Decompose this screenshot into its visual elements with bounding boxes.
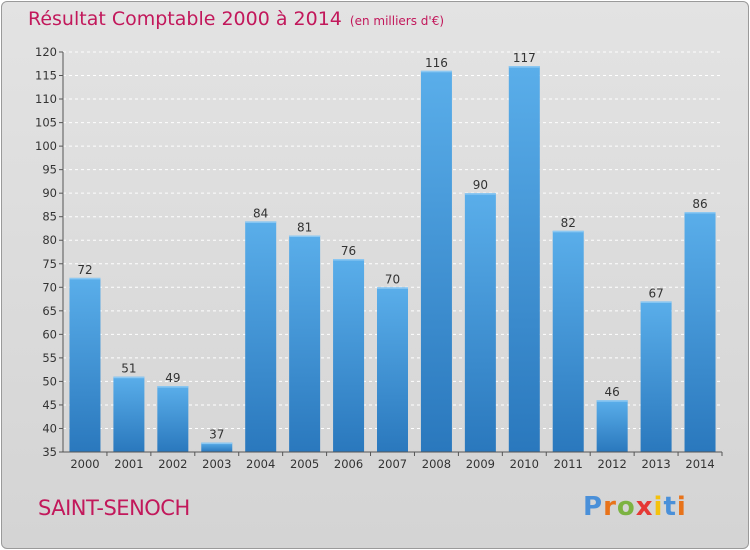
data-label: 82 (561, 216, 576, 230)
x-tick-label: 2013 (641, 457, 670, 471)
bar (113, 376, 145, 452)
data-label: 67 (648, 286, 663, 300)
y-tick-label: 105 (35, 116, 57, 130)
bar (508, 66, 540, 452)
logo-letter: P (583, 492, 604, 522)
logo-letter: t (663, 492, 677, 522)
bar-top-highlight (640, 301, 672, 303)
logo-letter: o (616, 492, 636, 522)
x-tick-label: 2007 (378, 457, 407, 471)
x-tick-label: 2009 (466, 457, 495, 471)
y-tick-label: 85 (42, 210, 57, 224)
proxiti-logo[interactable]: Proxiti (583, 492, 687, 522)
chart-unit-label: (en milliers d'€) (349, 14, 445, 28)
data-label: 116 (425, 56, 448, 70)
y-tick-label: 60 (42, 327, 57, 341)
bar (201, 442, 233, 452)
y-tick-label: 80 (42, 233, 57, 247)
y-tick-label: 45 (42, 398, 57, 412)
bar (333, 259, 365, 452)
y-tick-label: 40 (42, 421, 57, 435)
bar-top-highlight (333, 259, 365, 261)
data-label: 81 (297, 221, 312, 235)
y-tick-label: 65 (42, 304, 57, 318)
bar-top-highlight (113, 376, 145, 379)
y-tick-label: 90 (42, 186, 57, 200)
y-tick-label: 120 (35, 45, 57, 59)
bar (464, 193, 496, 453)
x-axis: 2000 2001 2002 2003 2004 2005 2006 2007 2008 2009… (63, 451, 723, 471)
x-tick-label: 2011 (554, 457, 583, 471)
x-tick-label: 2003 (202, 457, 231, 471)
bar-top-highlight (552, 230, 584, 233)
bar-top-highlight (464, 193, 496, 195)
bar-top-highlight (289, 235, 321, 238)
data-label: 86 (692, 197, 707, 211)
chart-title: Résultat Comptable 2000 à 2014 (en millie… (28, 8, 444, 30)
y-tick-label: 50 (42, 374, 57, 388)
x-tick-label: 2014 (685, 457, 714, 471)
bar (157, 386, 189, 452)
bar-top-highlight (245, 221, 277, 223)
bar-top-highlight (508, 66, 540, 68)
y-tick-label: 110 (35, 92, 57, 106)
bar (420, 70, 452, 452)
y-tick-label: 115 (35, 69, 57, 83)
data-label: 72 (77, 263, 92, 277)
bar-top-highlight (69, 277, 101, 280)
bar (289, 235, 321, 452)
bar (245, 221, 277, 452)
bar-top-highlight (596, 400, 628, 402)
x-tick-label: 2010 (510, 457, 539, 471)
bar (69, 277, 101, 452)
y-tick-label: 70 (42, 280, 57, 294)
data-label: 117 (513, 51, 536, 65)
bar (552, 230, 584, 452)
data-label: 76 (341, 244, 356, 258)
bar (684, 212, 716, 452)
bar-top-highlight (420, 70, 452, 73)
x-tick-label: 2005 (290, 457, 319, 471)
data-label: 37 (209, 428, 224, 442)
bar-top-highlight (684, 212, 716, 214)
bar (377, 287, 408, 452)
data-label: 51 (121, 362, 136, 376)
y-tick-label: 35 (42, 445, 57, 459)
logo-letter: i (676, 492, 687, 522)
logo-letter: x (635, 492, 654, 522)
y-tick-label: 55 (42, 351, 57, 365)
bar-top-highlight (201, 442, 233, 445)
y-axis: 35 40 45 50 55 60 65 70 75 80 85 90 95 100 105 110 115 12… (35, 45, 64, 459)
x-tick-label: 2000 (70, 457, 99, 471)
logo-letter: i (653, 492, 664, 522)
x-tick-label: 2001 (114, 457, 143, 471)
bar (596, 400, 628, 452)
bar-top-highlight (157, 386, 189, 388)
data-label: 49 (165, 371, 180, 385)
x-tick-label: 2006 (334, 457, 363, 471)
data-label: 90 (473, 178, 488, 192)
x-tick-label: 2008 (422, 457, 451, 471)
bar (640, 301, 672, 452)
bars: 72 51 49 37 84 81 76 70 116 90 117 82 46 67 86 (69, 51, 716, 453)
chart-title-text: Résultat Comptable 2000 à 2014 (28, 8, 342, 30)
bar-top-highlight (377, 287, 408, 289)
data-label: 84 (253, 206, 268, 220)
y-tick-label: 100 (35, 139, 57, 153)
logo-letter: r (603, 492, 617, 522)
x-tick-label: 2012 (598, 457, 627, 471)
x-tick-label: 2004 (246, 457, 275, 471)
data-label: 70 (385, 272, 400, 286)
y-tick-label: 75 (42, 257, 57, 271)
data-label: 46 (605, 385, 620, 399)
x-tick-label: 2002 (158, 457, 187, 471)
y-tick-label: 95 (42, 163, 57, 177)
commune-name: SAINT-SENOCH (38, 496, 190, 520)
